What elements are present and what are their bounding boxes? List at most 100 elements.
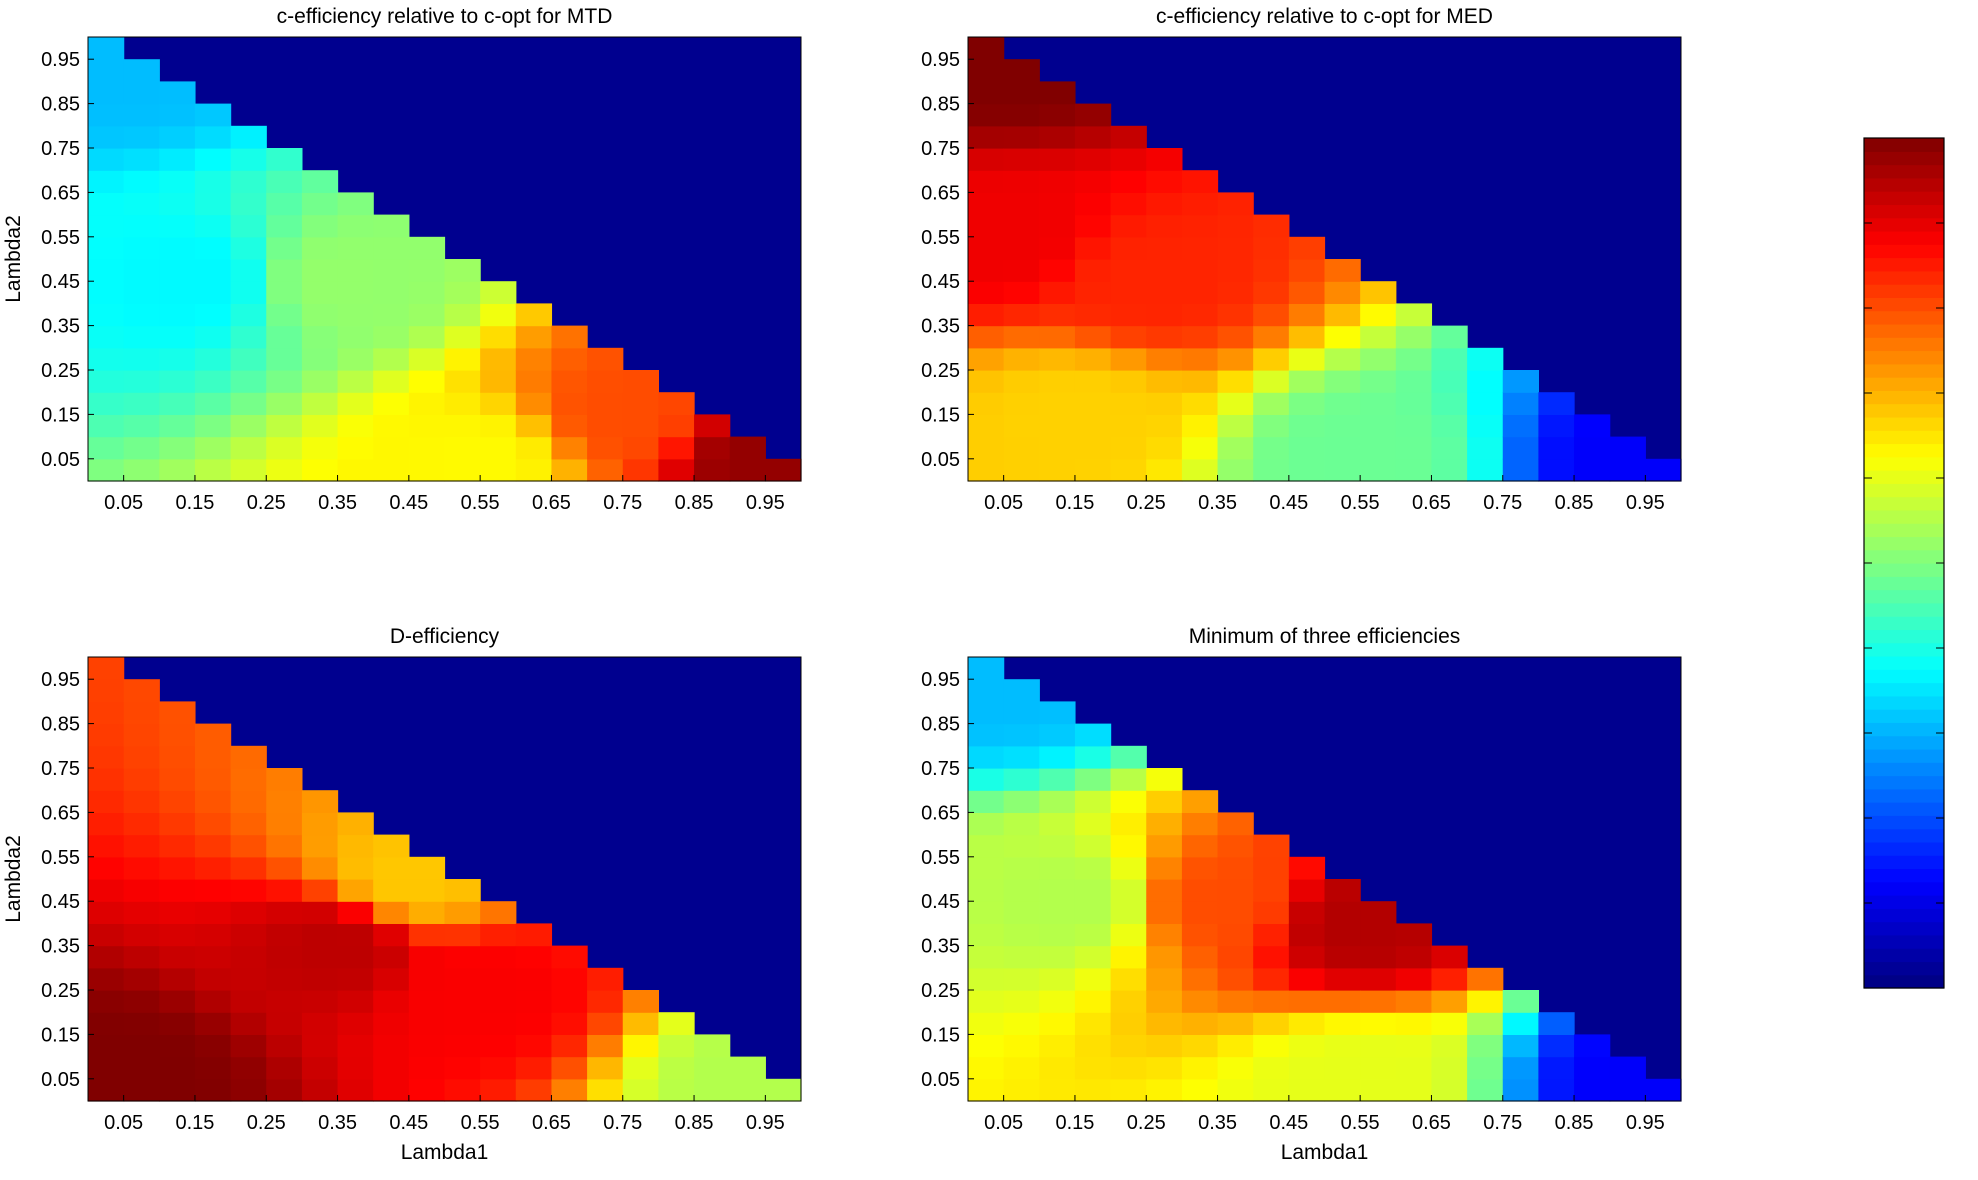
heatmap-cell [159,990,196,1013]
heatmap-cell [123,834,160,858]
heatmap-cell [194,1012,232,1035]
heatmap-cell [1181,259,1219,282]
heatmap-cell [194,834,232,858]
heatmap-svg: 0.05 0.15 0.25 0.35 0.45 0.55 0.65 0.75 0.85 0.95… [921,625,1682,1164]
colorbar [1862,133,1952,1013]
heatmap-cell [1502,370,1539,393]
y-tick-label: 0.25 [921,360,960,382]
heatmap-cell [1181,192,1219,216]
y-tick-label: 0.75 [41,138,80,160]
heatmap-cell [1146,370,1183,393]
heatmap-cell [1074,281,1112,304]
colorbar-swatch [1864,257,1944,272]
heatmap-cell [1074,370,1112,393]
heatmap-cell [1360,436,1397,460]
colorbar-svg [1863,137,1945,989]
heatmap-cell [1039,370,1076,393]
heatmap-cell [301,834,339,858]
heatmap-cell [373,1078,410,1102]
colorbar-swatch [1864,974,1944,989]
heatmap-cell [1110,923,1147,947]
heatmap-cell [88,1078,125,1102]
y-tick-label: 0.35 [921,316,960,338]
heatmap-cell [1003,259,1040,282]
heatmap-cell [1146,856,1183,880]
y-tick-label: 0.25 [41,980,80,1002]
heatmap-cell [408,325,446,349]
colorbar-swatch [1864,323,1944,338]
heatmap-cell [123,901,160,924]
heatmap-cell [694,436,731,460]
heatmap-cell [408,259,446,282]
heatmap-cell [159,347,196,371]
y-tick-label: 0.05 [921,1069,960,1091]
heatmap-cell [1217,812,1254,836]
x-tick-label: 0.65 [1412,1112,1451,1134]
heatmap-cell [1074,879,1112,902]
colorbar-swatch [1864,735,1944,750]
heatmap-cell [159,436,196,460]
heatmap-cell [194,1078,232,1102]
heatmap-cell [968,392,1005,415]
heatmap-cell [444,879,481,902]
heatmap-cell [88,701,125,725]
heatmap-cell [1146,259,1183,282]
heatmap-cell [1110,768,1147,791]
x-tick-label: 0.45 [389,1112,428,1134]
x-tick-label: 0.25 [247,492,286,514]
heatmap-cell [1431,436,1468,460]
plot-frame [87,36,802,482]
heatmap-cell [765,1078,802,1102]
colorbar-swatch [1864,456,1944,471]
heatmap-cell [1003,901,1040,924]
heatmap-cell [1074,214,1112,238]
heatmap-cell [1146,303,1183,327]
heatmap-cell [266,303,303,327]
heatmap-cell [1217,259,1254,282]
heatmap-cell [1431,370,1468,393]
heatmap-cell [729,458,766,482]
heatmap-cell [266,214,303,238]
heatmap-cell [337,1012,374,1035]
heatmap-cell [301,812,339,836]
heatmap-cell [266,281,303,304]
heatmap-cell [1253,236,1290,260]
heatmap-cell [1181,281,1219,304]
heatmap-cell [1110,370,1147,393]
heatmap-cell [194,414,232,438]
heatmap-cell [1003,768,1040,791]
heatmap-cell [1217,856,1254,880]
heatmap-cell [444,945,481,969]
heatmap-cell [1217,834,1254,858]
heatmap-cell [1003,790,1040,813]
heatmap-cell [1181,945,1219,969]
x-tick-label: 0.45 [1269,492,1308,514]
heatmap-cell [123,148,160,171]
heatmap-cell [1395,1034,1433,1058]
heatmap-cell [1039,967,1076,991]
y-tick-label: 0.85 [41,94,80,116]
heatmap-cell [1181,392,1219,415]
heatmap-cell [968,1078,1005,1102]
heatmap-cell [301,392,339,415]
heatmap-cell [194,125,232,149]
heatmap-cell [1253,370,1290,393]
y-tick-label: 0.55 [921,847,960,869]
heatmap-cell [515,436,553,460]
heatmap-cell [230,325,267,349]
heatmap-cell [159,103,196,127]
heatmap-cell [1039,81,1076,105]
heatmap-cell [337,834,374,858]
heatmap-cell [658,1034,695,1058]
heatmap-cell [1360,370,1397,393]
heatmap-cell [1324,990,1361,1013]
heatmap-cell [337,1078,374,1102]
heatmap-cell [337,325,374,349]
heatmap-cell [1395,370,1433,393]
heatmap-cell [515,1056,553,1080]
heatmap-cell [1217,236,1254,260]
heatmap-cell [1324,259,1361,282]
heatmap-cell [123,81,160,105]
heatmap-cell [1110,125,1147,149]
heatmap-cell [1146,192,1183,216]
